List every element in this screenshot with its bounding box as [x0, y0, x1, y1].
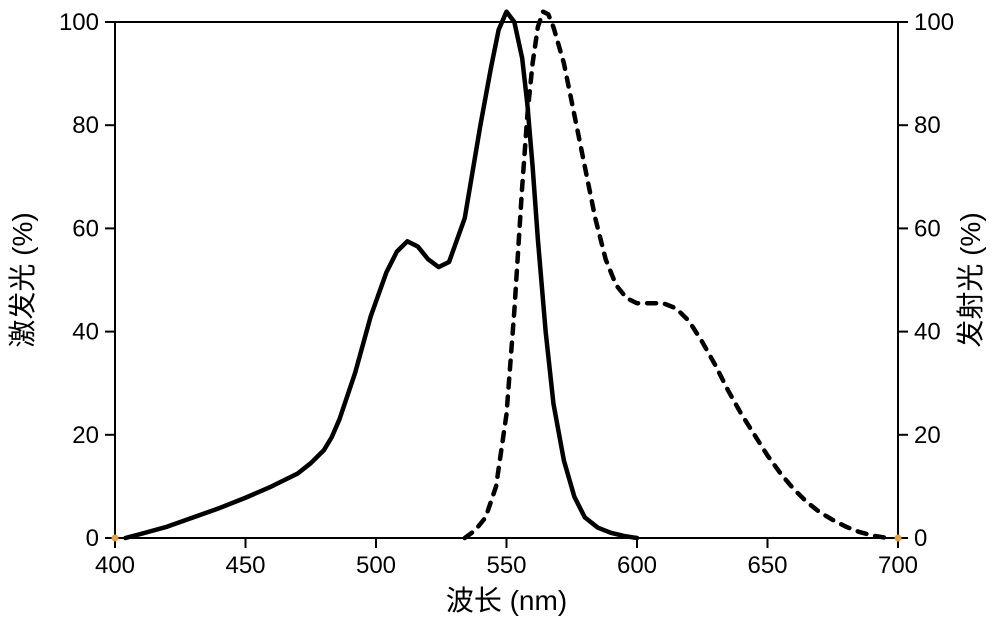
y-left-tick-label: 20 [72, 422, 99, 449]
series-excitation [125, 12, 637, 538]
axis-endpoint-dot [112, 535, 119, 542]
y-left-tick-label: 80 [72, 112, 99, 139]
y-right-tick-label: 0 [914, 525, 927, 552]
y-right-tick-label: 100 [914, 9, 954, 36]
y-left-tick-label: 60 [72, 215, 99, 242]
x-tick-label: 400 [95, 552, 135, 579]
spectrum-chart: 4004505005506006507000204060801000204060… [0, 0, 1000, 633]
chart-svg: 4004505005506006507000204060801000204060… [0, 0, 1000, 633]
plot-frame [115, 22, 898, 538]
axis-endpoint-dot [895, 535, 902, 542]
x-tick-label: 650 [747, 552, 787, 579]
y-right-tick-label: 60 [914, 215, 941, 242]
x-tick-label: 500 [356, 552, 396, 579]
y-left-tick-label: 100 [59, 9, 99, 36]
series-emission [465, 12, 888, 538]
x-tick-label: 700 [878, 552, 918, 579]
y-left-tick-label: 40 [72, 319, 99, 346]
y-right-tick-label: 40 [914, 319, 941, 346]
y-right-tick-label: 80 [914, 112, 941, 139]
y-right-axis-label: 发射光 (%) [955, 212, 986, 347]
x-tick-label: 450 [225, 552, 265, 579]
y-left-axis-label: 激发光 (%) [7, 212, 38, 347]
y-right-tick-label: 20 [914, 422, 941, 449]
x-axis-label: 波长 (nm) [446, 585, 567, 616]
x-tick-label: 550 [486, 552, 526, 579]
y-left-tick-label: 0 [86, 525, 99, 552]
x-tick-label: 600 [617, 552, 657, 579]
